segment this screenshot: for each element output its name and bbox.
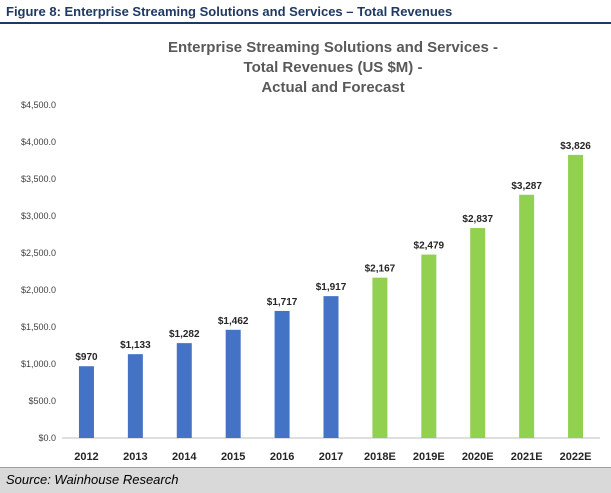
x-tick-label-2012: 2012 (74, 451, 98, 463)
bar-2016 (274, 310, 290, 438)
bar-2022E (568, 154, 584, 438)
y-tick-label: $3,000.0 (21, 211, 56, 221)
bars (78, 154, 584, 438)
y-tick-label: $2,000.0 (21, 285, 56, 295)
y-axis: $0.0 $500.0 $1,000.0 $1,500.0 $2,000.0 $2,500… (21, 100, 56, 443)
x-tick-label-2017: 2017 (319, 451, 343, 463)
data-label-2017: $1,917 (316, 282, 347, 293)
y-tick-label: $4,500.0 (21, 100, 56, 110)
x-tick-label-2019E: 2019E (413, 451, 445, 463)
x-tick-label-2022E: 2022E (560, 451, 592, 463)
bar-2013 (127, 354, 143, 438)
bar-2019E (421, 254, 437, 438)
figure-caption: Figure 8: Enterprise Streaming Solutions… (6, 4, 453, 19)
x-tick-label-2014: 2014 (172, 451, 197, 463)
y-tick-label: $2,500.0 (21, 248, 56, 258)
data-label-2022E: $3,826 (560, 141, 591, 152)
data-label-2015: $1,462 (218, 316, 249, 327)
y-tick-label: $500.0 (28, 396, 56, 406)
bar-2015 (225, 329, 241, 438)
bar-2014 (176, 343, 192, 438)
chart-title-line-2: Total Revenues (US $M) - (244, 59, 423, 76)
x-tick-label-2016: 2016 (270, 451, 294, 463)
data-label-2020E: $2,837 (462, 214, 493, 225)
data-label-2018E: $2,167 (365, 264, 396, 275)
bar-chart: Enterprise Streaming Solutions and Servi… (21, 39, 600, 463)
x-tick-label-2020E: 2020E (462, 451, 494, 463)
x-tick-label-2013: 2013 (123, 451, 147, 463)
data-label-2013: $1,133 (120, 340, 151, 351)
data-labels: $970 $1,133 $1,282 $1,462 $1,717 $1,917 $2,167… (75, 141, 591, 363)
y-tick-label: $1,000.0 (21, 359, 56, 369)
source-note: Source: Wainhouse Research (6, 472, 179, 487)
bar-2017 (323, 296, 339, 438)
chart-title-line-1: Enterprise Streaming Solutions and Servi… (168, 39, 498, 56)
data-label-2016: $1,717 (267, 297, 298, 308)
bar-2020E (470, 228, 486, 438)
y-tick-label: $4,000.0 (21, 137, 56, 147)
bar-2021E (519, 194, 535, 438)
x-tick-label-2018E: 2018E (364, 451, 396, 463)
data-label-2019E: $2,479 (414, 241, 445, 252)
source-bar: Source: Wainhouse Research (0, 467, 611, 493)
x-axis: 2012 2013 2014 2015 2016 2017 2018E 2019E 2020E 2… (74, 451, 591, 463)
y-tick-label: $1,500.0 (21, 322, 56, 332)
chart-title-line-3: Actual and Forecast (261, 79, 404, 96)
data-label-2014: $1,282 (169, 329, 200, 340)
data-label-2012: $970 (75, 352, 98, 363)
chart-title: Enterprise Streaming Solutions and Servi… (168, 39, 498, 96)
x-tick-label-2021E: 2021E (511, 451, 543, 463)
caption-rule (0, 22, 611, 24)
x-tick-label-2015: 2015 (221, 451, 245, 463)
bar-2012 (78, 366, 94, 438)
data-label-2021E: $3,287 (511, 181, 542, 192)
y-tick-label: $3,500.0 (21, 174, 56, 184)
y-tick-label: $0.0 (38, 433, 56, 443)
bar-2018E (372, 277, 388, 438)
